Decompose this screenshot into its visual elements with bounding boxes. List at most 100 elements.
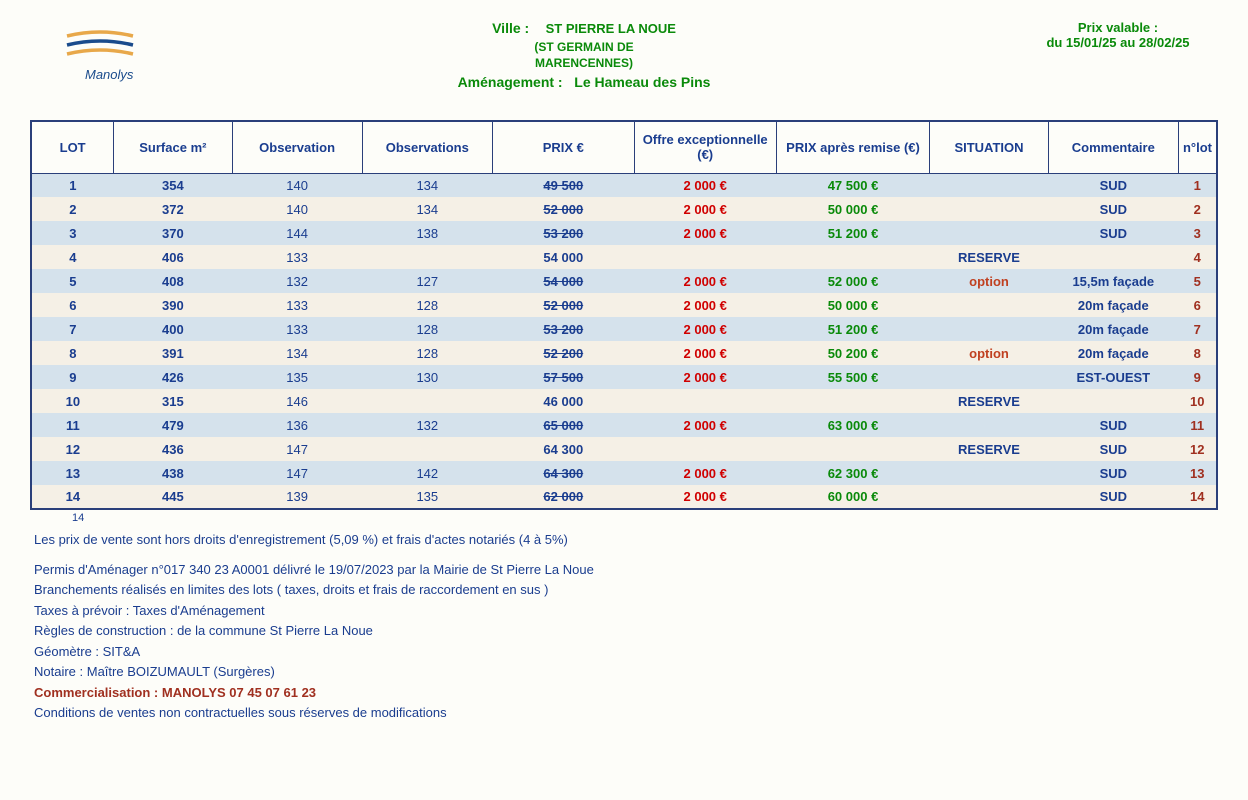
- table-cell: 15,5m façade: [1048, 269, 1178, 293]
- table-cell: 134: [362, 197, 492, 221]
- table-cell: 133: [232, 293, 362, 317]
- table-cell: 2 000 €: [634, 269, 776, 293]
- table-cell: 390: [114, 293, 232, 317]
- table-cell: 64 300: [492, 437, 634, 461]
- table-cell: 3: [31, 221, 114, 245]
- table-cell: [930, 197, 1048, 221]
- table-cell: 49 500: [492, 173, 634, 197]
- table-cell: SUD: [1048, 413, 1178, 437]
- table-cell: 9: [1178, 365, 1217, 389]
- table-cell: 134: [362, 173, 492, 197]
- table-cell: 2 000 €: [634, 173, 776, 197]
- table-cell: 128: [362, 317, 492, 341]
- col-header: LOT: [31, 121, 114, 173]
- note-line: Règles de construction : de la commune S…: [34, 621, 1218, 641]
- col-header: n°lot: [1178, 121, 1217, 173]
- table-cell: 7: [31, 317, 114, 341]
- table-cell: 14: [1178, 485, 1217, 509]
- table-cell: 2 000 €: [634, 485, 776, 509]
- table-cell: 3: [1178, 221, 1217, 245]
- table-cell: 128: [362, 293, 492, 317]
- table-cell: 6: [1178, 293, 1217, 317]
- table-cell: 2 000 €: [634, 221, 776, 245]
- table-row: 1444513913562 0002 000 €60 000 €SUD14: [31, 485, 1217, 509]
- table-cell: 133: [232, 245, 362, 269]
- table-row: 942613513057 5002 000 €55 500 €EST-OUEST…: [31, 365, 1217, 389]
- col-header: Surface m²: [114, 121, 232, 173]
- table-cell: RESERVE: [930, 389, 1048, 413]
- table-cell: 9: [31, 365, 114, 389]
- table-cell: 62 300 €: [776, 461, 930, 485]
- table-cell: 370: [114, 221, 232, 245]
- table-cell: [634, 437, 776, 461]
- conditions: Conditions de ventes non contractuelles …: [34, 703, 1218, 723]
- table-cell: 135: [232, 365, 362, 389]
- table-cell: 50 000 €: [776, 197, 930, 221]
- amenagement-row: Aménagement : Le Hameau des Pins: [150, 74, 1018, 90]
- table-cell: [1048, 389, 1178, 413]
- table-cell: 5: [31, 269, 114, 293]
- table-cell: 315: [114, 389, 232, 413]
- table-cell: 52 000: [492, 197, 634, 221]
- logo: Manolys: [30, 20, 150, 82]
- table-cell: 11: [1178, 413, 1217, 437]
- note-line: Les prix de vente sont hors droits d'enr…: [34, 530, 1218, 550]
- table-cell: 20m façade: [1048, 293, 1178, 317]
- table-cell: 62 000: [492, 485, 634, 509]
- table-cell: 2 000 €: [634, 293, 776, 317]
- table-cell: [776, 437, 930, 461]
- table-cell: [930, 173, 1048, 197]
- table-cell: 2: [31, 197, 114, 221]
- table-cell: [930, 293, 1048, 317]
- table-cell: [362, 389, 492, 413]
- table-cell: 139: [232, 485, 362, 509]
- table-cell: [930, 317, 1048, 341]
- table-cell: SUD: [1048, 221, 1178, 245]
- table-cell: 51 200 €: [776, 221, 930, 245]
- table-cell: EST-OUEST: [1048, 365, 1178, 389]
- ville-label: Ville :: [492, 20, 529, 36]
- table-cell: SUD: [1048, 437, 1178, 461]
- table-cell: 2 000 €: [634, 317, 776, 341]
- ville-value: ST PIERRE LA NOUE: [546, 21, 676, 36]
- table-cell: 53 200: [492, 221, 634, 245]
- table-cell: 132: [362, 413, 492, 437]
- table-cell: 51 200 €: [776, 317, 930, 341]
- table-cell: SUD: [1048, 485, 1178, 509]
- table-cell: [634, 245, 776, 269]
- col-header: Commentaire: [1048, 121, 1178, 173]
- table-row: 1243614764 300RESERVESUD12: [31, 437, 1217, 461]
- table-cell: 52 200: [492, 341, 634, 365]
- table-cell: option: [930, 341, 1048, 365]
- table-cell: 408: [114, 269, 232, 293]
- header-center: Ville : ST PIERRE LA NOUE (ST GERMAIN DE…: [150, 20, 1018, 90]
- table-row: 237214013452 0002 000 €50 000 €SUD2: [31, 197, 1217, 221]
- prix-valable-dates: du 15/01/25 au 28/02/25: [1018, 35, 1218, 50]
- table-cell: 136: [232, 413, 362, 437]
- table-cell: 128: [362, 341, 492, 365]
- table-row: 1031514646 000RESERVE10: [31, 389, 1217, 413]
- table-cell: 140: [232, 173, 362, 197]
- table-cell: 2 000 €: [634, 197, 776, 221]
- table-cell: 130: [362, 365, 492, 389]
- table-cell: 11: [31, 413, 114, 437]
- logo-icon: [65, 30, 135, 60]
- table-cell: 54 000: [492, 245, 634, 269]
- header: Manolys Ville : ST PIERRE LA NOUE (ST GE…: [30, 20, 1218, 90]
- table-cell: 20m façade: [1048, 341, 1178, 365]
- note-line: Taxes à prévoir : Taxes d'Aménagement: [34, 601, 1218, 621]
- table-cell: 63 000 €: [776, 413, 930, 437]
- table-row: 540813212754 0002 000 €52 000 €option15,…: [31, 269, 1217, 293]
- logo-text: Manolys: [85, 67, 150, 82]
- table-cell: 2 000 €: [634, 365, 776, 389]
- table-cell: 7: [1178, 317, 1217, 341]
- table-cell: [1048, 245, 1178, 269]
- table-cell: 1: [1178, 173, 1217, 197]
- table-cell: [930, 221, 1048, 245]
- table-cell: 2: [1178, 197, 1217, 221]
- table-cell: 146: [232, 389, 362, 413]
- col-header: Offre exceptionnelle (€): [634, 121, 776, 173]
- ville-sub1: (ST GERMAIN DE: [150, 40, 1018, 54]
- table-cell: 445: [114, 485, 232, 509]
- table-cell: 132: [232, 269, 362, 293]
